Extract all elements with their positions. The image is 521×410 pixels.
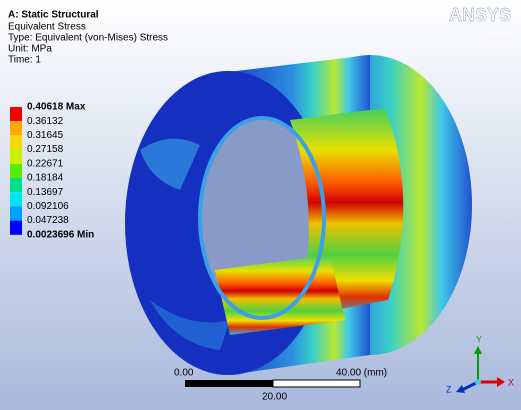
legend-label: 0.27158 — [27, 144, 64, 155]
legend-swatch — [10, 107, 22, 121]
legend-label: 0.18184 — [27, 173, 64, 184]
logo-version: R14.5 — [490, 28, 512, 37]
legend-label: 0.31645 — [27, 130, 64, 141]
header-line: Equivalent Stress — [8, 22, 86, 33]
legend-label: 0.092106 — [27, 201, 69, 212]
legend-swatch — [10, 221, 22, 235]
legend-swatch — [10, 121, 22, 135]
triad-y: Y — [476, 334, 482, 344]
legend-label: 0.047238 — [27, 215, 69, 226]
header-line: Unit: MPa — [8, 44, 52, 55]
legend-swatch — [10, 192, 22, 206]
legend-label: 0.36132 — [27, 116, 64, 127]
logo-name: ANSYS — [449, 5, 511, 25]
header-line: Time: 1 — [8, 55, 41, 66]
legend-swatch — [10, 178, 22, 192]
legend-label: 0.0023696 Min — [27, 229, 94, 240]
triad-x: X — [508, 377, 514, 387]
triad-z: Z — [446, 384, 452, 394]
scale-left: 0.00 — [174, 368, 194, 379]
scale-right: 40.00 (mm) — [336, 368, 387, 379]
header-line: Type: Equivalent (von-Mises) Stress — [8, 33, 168, 44]
legend-label: 0.22671 — [27, 158, 64, 169]
legend-label: 0.13697 — [27, 187, 64, 198]
header-title: A: Static Structural — [8, 10, 99, 21]
scale-middle: 20.00 — [262, 392, 287, 403]
legend-label: 0.40618 Max — [27, 102, 86, 113]
legend-swatch — [10, 206, 22, 220]
triad-origin — [475, 379, 481, 385]
scale-bar-white — [273, 380, 360, 387]
scale-bar-black — [185, 380, 273, 387]
model — [125, 55, 472, 375]
legend-swatch — [10, 135, 22, 149]
legend-swatch — [10, 150, 22, 164]
legend-swatch — [10, 164, 22, 178]
viewport: A: Static Structural Equivalent StressTy… — [0, 0, 521, 410]
